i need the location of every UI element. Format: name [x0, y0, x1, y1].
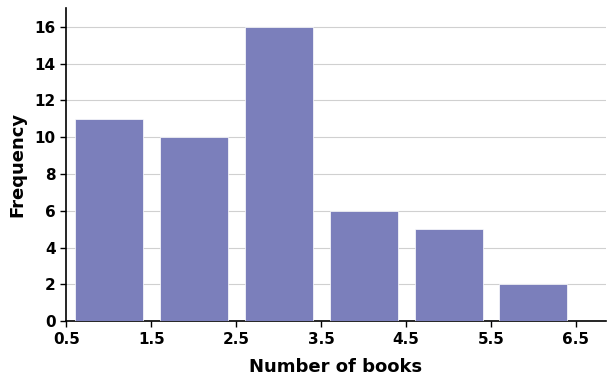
Bar: [330, 211, 398, 321]
Bar: [75, 119, 143, 321]
Y-axis label: Frequency: Frequency: [9, 112, 26, 217]
X-axis label: Number of books: Number of books: [249, 358, 422, 376]
Bar: [160, 137, 228, 321]
Bar: [414, 229, 483, 321]
Bar: [500, 284, 567, 321]
Bar: [245, 27, 313, 321]
